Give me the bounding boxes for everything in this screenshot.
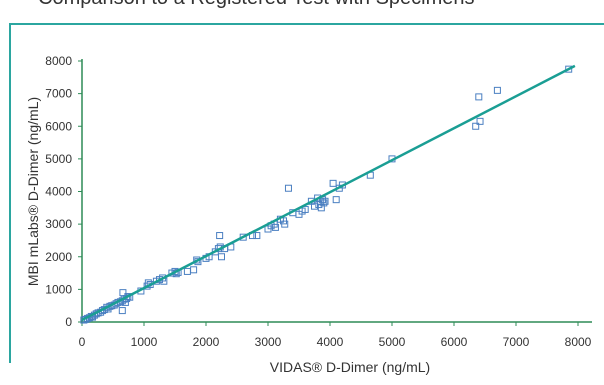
data-point-77 xyxy=(329,179,337,187)
data-point-55 xyxy=(253,232,261,240)
data-point-87 xyxy=(565,65,573,73)
data-point-63 xyxy=(284,184,292,192)
data-point-67 xyxy=(301,205,309,213)
data-point-50 xyxy=(218,253,225,261)
x-axis-title: VIDAS® D-Dimer (ng/mL) xyxy=(270,359,430,375)
y-tick-label-6: 6000 xyxy=(45,119,72,133)
x-tick-label-4: 4000 xyxy=(317,335,344,349)
x-tick-label-3: 3000 xyxy=(255,335,282,349)
data-point-59 xyxy=(271,223,279,231)
data-point-85 xyxy=(476,117,484,125)
figure-caption: Comparison to a Registered Test with Spe… xyxy=(38,0,475,11)
x-tick-label-0: 0 xyxy=(79,335,86,349)
data-point-48 xyxy=(216,232,224,240)
y-tick-label-3: 3000 xyxy=(45,217,72,231)
y-tick-label-7: 7000 xyxy=(45,87,72,101)
data-point-83 xyxy=(472,122,480,130)
data-point-76 xyxy=(321,197,329,205)
y-tick-label-1: 1000 xyxy=(45,282,72,296)
y-tick-label-4: 4000 xyxy=(45,185,72,199)
y-tick-label-0: 0 xyxy=(65,315,72,329)
y-tick-label-5: 5000 xyxy=(45,152,72,166)
data-point-73 xyxy=(317,204,325,212)
data-point-86 xyxy=(493,86,501,94)
y-axis-title: MBI mLabs® D-Dimer (ng/mL) xyxy=(25,97,41,286)
data-point-21 xyxy=(119,289,127,297)
data-point-41 xyxy=(190,266,198,274)
data-point-84 xyxy=(475,93,483,101)
data-point-78 xyxy=(332,196,340,204)
data-point-75 xyxy=(320,199,328,207)
data-point-69 xyxy=(311,202,318,210)
figure-frame xyxy=(9,23,604,363)
x-tick-label-2: 2000 xyxy=(193,335,220,349)
data-point-62 xyxy=(281,220,289,228)
x-tick-label-8: 8000 xyxy=(565,335,592,349)
y-tick-label-2: 2000 xyxy=(45,250,72,264)
data-point-40 xyxy=(183,267,191,275)
y-tick-label-8: 8000 xyxy=(45,54,72,68)
x-tick-label-1: 1000 xyxy=(131,335,158,349)
fit-line xyxy=(81,64,576,322)
x-tick-label-7: 7000 xyxy=(503,335,530,349)
data-point-27 xyxy=(118,307,126,315)
x-tick-label-5: 5000 xyxy=(379,335,406,349)
x-tick-label-6: 6000 xyxy=(441,335,468,349)
